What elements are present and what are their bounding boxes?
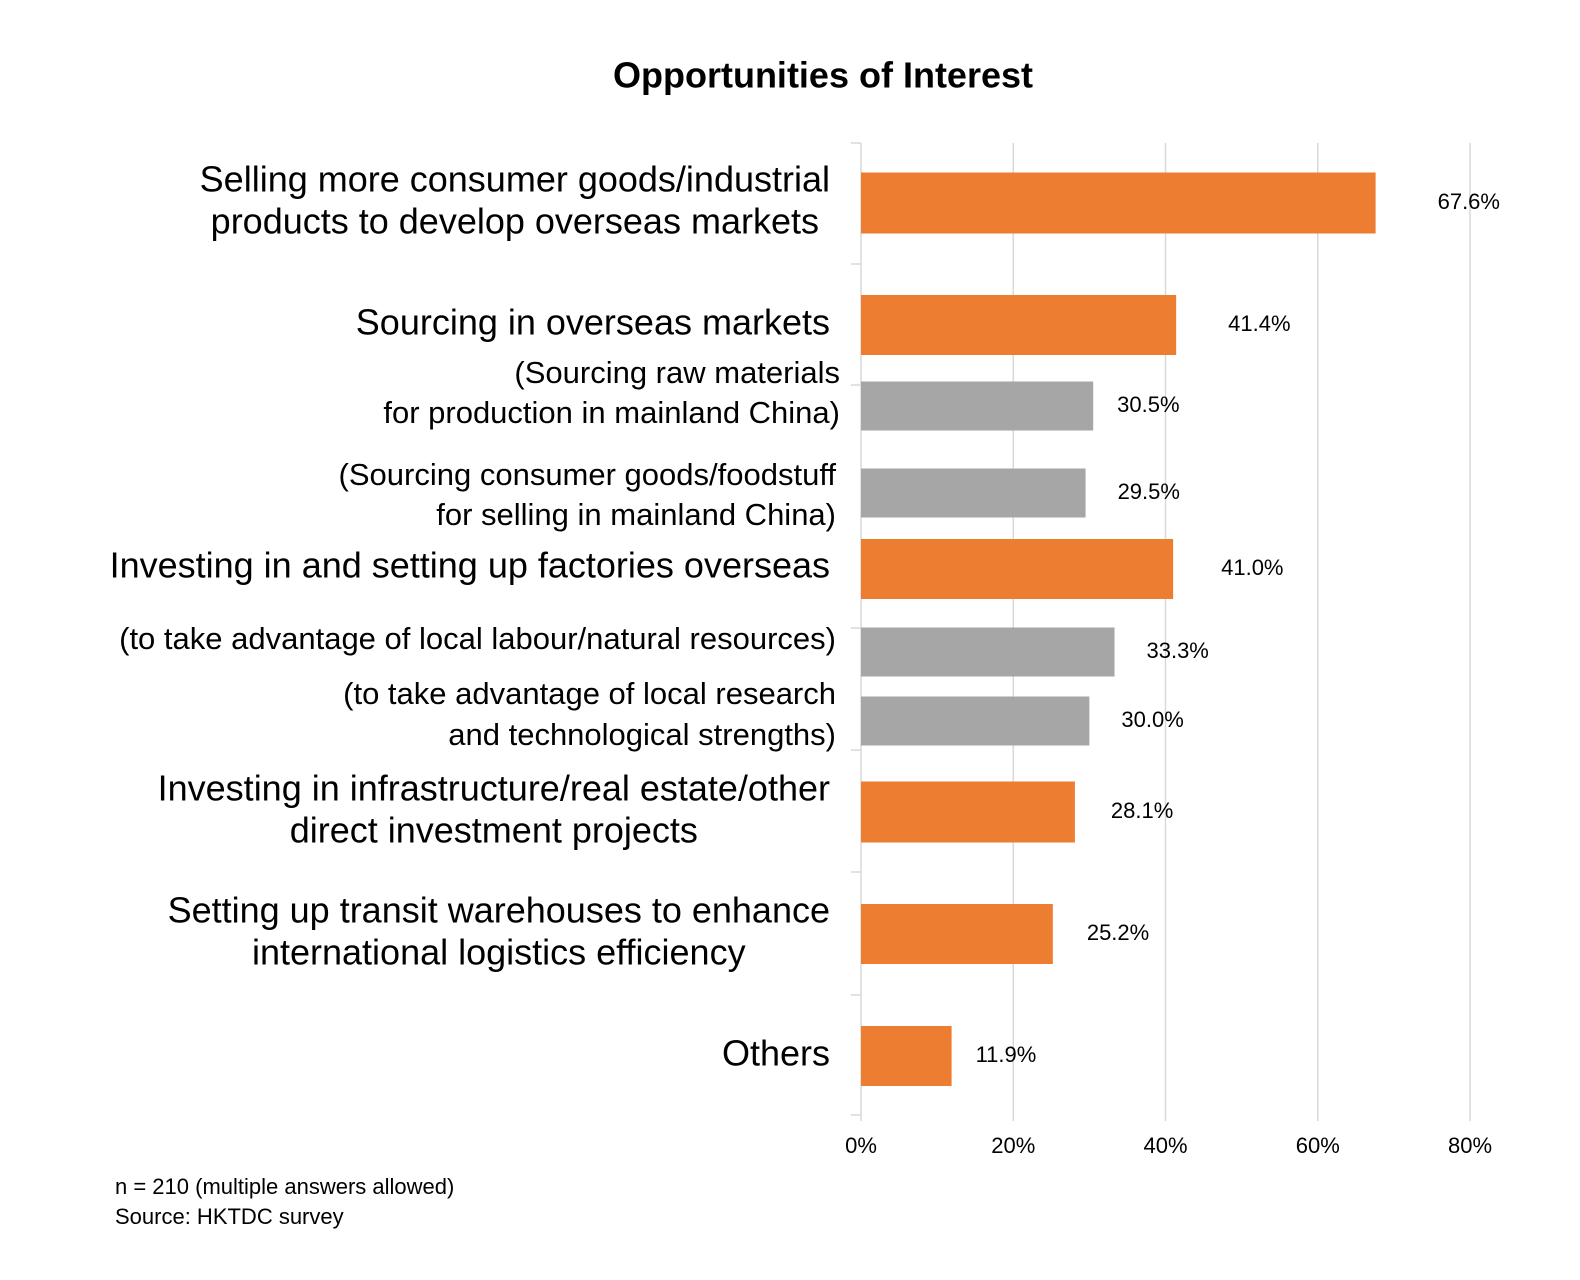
x-tick-label: 80% [1448, 1133, 1492, 1158]
x-tick-label: 60% [1296, 1133, 1340, 1158]
category-label: for selling in mainland China) [436, 497, 836, 532]
category-label: Selling more consumer goods/industrial [200, 159, 830, 200]
category-label: Investing in infrastructure/real estate/… [158, 768, 830, 809]
bar [861, 1026, 952, 1086]
value-label: 67.6% [1438, 189, 1500, 214]
note: n = 210 (multiple answers allowed) [115, 1174, 454, 1199]
value-label: 30.5% [1117, 392, 1179, 417]
category-label: (to take advantage of local labour/natur… [119, 621, 836, 656]
category-label: direct investment projects [290, 810, 698, 851]
value-label: 41.4% [1228, 311, 1290, 336]
value-label: 25.2% [1087, 920, 1149, 945]
value-label: 29.5% [1118, 479, 1180, 504]
category-label: Sourcing in overseas markets [356, 302, 830, 343]
category-label: and technological strengths) [448, 717, 836, 752]
bar [861, 468, 1086, 518]
x-tick-label: 0% [845, 1133, 877, 1158]
bar [861, 539, 1174, 599]
category-label: (Sourcing raw materials [514, 355, 840, 390]
bar [861, 627, 1115, 677]
bar [861, 295, 1177, 355]
chart-title: Opportunities of Interest [613, 55, 1033, 96]
category-label: (to take advantage of local research [343, 676, 836, 711]
category-label: products to develop overseas markets [211, 201, 819, 242]
bar [861, 381, 1094, 431]
category-label: for production in mainland China) [383, 395, 840, 430]
x-tick-label: 20% [991, 1133, 1035, 1158]
value-label: 41.0% [1221, 555, 1283, 580]
bar [861, 781, 1075, 843]
x-tick-label: 40% [1143, 1133, 1187, 1158]
category-label: Setting up transit warehouses to enhance [168, 890, 830, 931]
value-label: 11.9% [976, 1042, 1037, 1067]
value-label: 28.1% [1111, 798, 1173, 823]
category-label: Investing in and setting up factories ov… [110, 545, 830, 586]
value-label: 30.0% [1121, 707, 1183, 732]
bar [861, 696, 1090, 746]
note: Source: HKTDC survey [115, 1204, 344, 1229]
bar [861, 172, 1376, 234]
category-label: (Sourcing consumer goods/foodstuff [339, 457, 837, 492]
category-label: Others [722, 1033, 830, 1074]
bar [861, 904, 1053, 964]
category-label: international logistics efficiency [252, 932, 746, 973]
value-label: 33.3% [1146, 638, 1208, 663]
